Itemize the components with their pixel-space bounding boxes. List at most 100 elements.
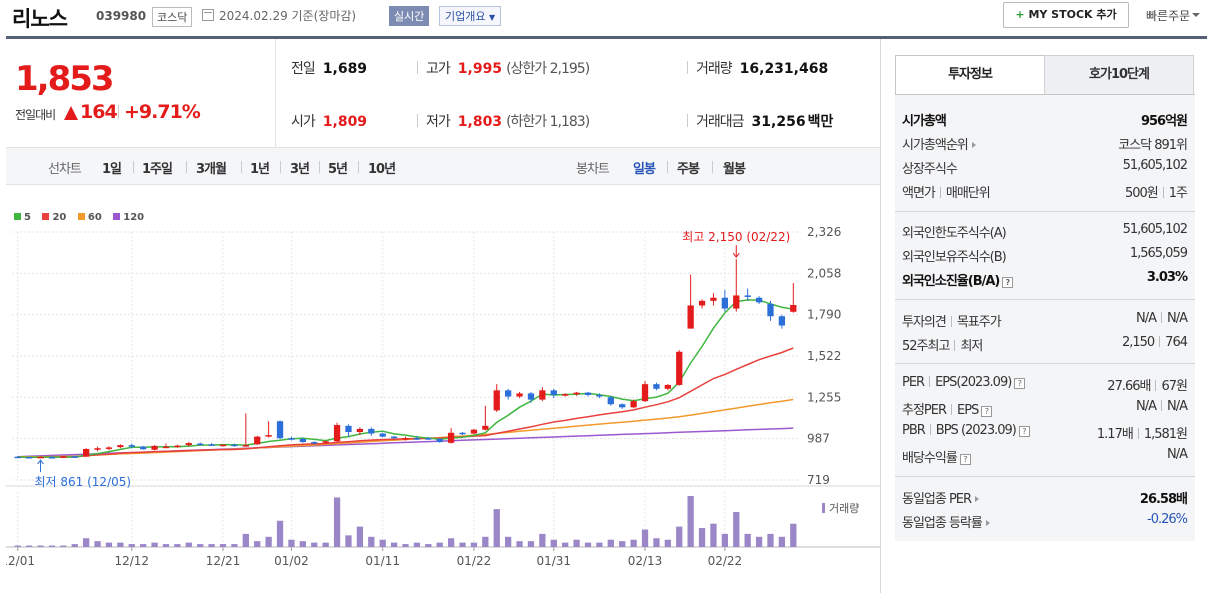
period-3y[interactable]: 3년 [290, 162, 310, 177]
candle-body [425, 438, 432, 440]
row-foreign-limit: 외국인한도주식수(A) 51,605,102 [902, 222, 1188, 241]
volume-bar [539, 533, 546, 547]
candle-body [48, 457, 56, 459]
help-icon[interactable]: ? [1018, 426, 1030, 437]
volume-bar [767, 533, 774, 547]
help-icon[interactable]: ? [981, 406, 993, 417]
period-10y[interactable]: 10년 [368, 162, 396, 177]
candle-body [698, 300, 706, 306]
period-1d[interactable]: 1일 [102, 162, 122, 177]
x-tick-label: 01/31 [536, 554, 571, 568]
volume-bar [653, 538, 660, 547]
candle-body [721, 297, 728, 309]
candle-body [242, 445, 249, 447]
price-stats: 전일 1,689 고가 1,995 (상한가 2,195) 거래량 16,231,468… [277, 39, 880, 147]
volume-bar [151, 542, 158, 547]
invest-info-panel: 투자정보 호가10단계 시가총액 956억원 시가총액순위 코스닥 891위 상장주… [880, 39, 1207, 593]
volume-bar [37, 545, 44, 547]
volume-bar [60, 545, 67, 547]
candle-body [641, 384, 649, 402]
candle-body [208, 444, 215, 446]
quick-order-dropdown[interactable]: 빠른주문 [1146, 9, 1201, 23]
volume-bar [197, 544, 204, 547]
candle-body [562, 394, 569, 396]
x-tick-label: 12/01 [6, 554, 35, 568]
candle-daily[interactable]: 일봉 [633, 162, 656, 177]
candle-body [345, 425, 352, 433]
realtime-button[interactable]: 실시간 [389, 6, 430, 26]
stat-open: 시가 1,809 [291, 114, 368, 130]
x-tick-label: 12/12 [114, 554, 149, 568]
help-icon[interactable]: ? [959, 454, 971, 465]
volume-bar [755, 536, 763, 547]
row-industry-per[interactable]: 동일업종 PER 26.58배 [902, 492, 1188, 507]
help-icon[interactable]: ? [1002, 277, 1014, 288]
x-tick-label: 01/02 [274, 554, 309, 568]
period-3m[interactable]: 3개월 [196, 162, 227, 177]
tab-orderbook[interactable]: 호가10단계 [1044, 55, 1194, 95]
help-icon[interactable]: ? [1014, 378, 1026, 389]
volume-bar [162, 544, 170, 547]
candle-weekly[interactable]: 주봉 [677, 162, 700, 177]
x-tick-label: 01/11 [365, 554, 400, 568]
row-div: 배당수익률? N/A [902, 447, 1188, 466]
volume-bar [333, 497, 341, 547]
volume-bar [265, 536, 272, 547]
volume-bar [208, 544, 215, 547]
row-industry-change[interactable]: 동일업종 등락률 -0.26% [902, 512, 1188, 531]
volume-bar [402, 544, 409, 547]
volume-bar [379, 539, 386, 547]
volume-bar [140, 544, 147, 547]
period-5y[interactable]: 5년 [328, 162, 348, 177]
candle-body [94, 448, 101, 450]
candle-body [197, 443, 204, 446]
candle-body [447, 432, 455, 443]
candle-body [219, 444, 227, 447]
company-overview-dropdown[interactable]: 기업개요 ▼ [439, 6, 502, 26]
volume-bar [778, 536, 786, 547]
volume-bar [390, 542, 398, 547]
volume-bar [413, 542, 421, 547]
volume-bar [185, 542, 192, 547]
candle-body [767, 303, 774, 317]
price-chart[interactable]: 5 20 60 120 2,326 2,058 1,790 1,522 1,255 987… [0, 190, 880, 593]
volume-bar [687, 496, 694, 547]
candle-body [185, 443, 192, 446]
my-stock-add-button[interactable]: + MY STOCK 추가 [1003, 2, 1129, 28]
row-mktcap: 시가총액 956억원 [902, 114, 1188, 129]
volume-bar [368, 536, 375, 547]
candle-body [140, 446, 147, 450]
candle-body [413, 438, 421, 440]
candle-monthly[interactable]: 월봉 [723, 162, 746, 177]
volume-bar [436, 542, 443, 547]
stat-low: 저가 1,803 (하한가 1,183) [417, 111, 590, 131]
candle-body [356, 428, 364, 433]
volume-bar [128, 544, 135, 547]
candle-body [276, 421, 284, 439]
x-tick-label: 12/21 [206, 554, 241, 568]
volume-bar [493, 509, 500, 547]
volume-bar [482, 536, 489, 547]
candle-body [539, 390, 546, 400]
x-tick-label: 02/22 [708, 554, 743, 568]
candle-body [322, 441, 329, 443]
period-1w[interactable]: 1주일 [142, 162, 173, 177]
volume-bar [71, 544, 78, 547]
current-price: 1,853 [15, 59, 115, 99]
ma-legend: 5 20 60 120 [14, 212, 152, 223]
row-rank[interactable]: 시가총액순위 코스닥 891위 [902, 138, 1188, 153]
volume-bar [744, 533, 751, 547]
candle-body [390, 436, 398, 439]
volume-bar [596, 542, 603, 547]
volume-bar [299, 541, 306, 547]
row-per: PER EPS(2023.09)? 27.66배 67원 [902, 375, 1188, 394]
tab-invest-info[interactable]: 투자정보 [895, 55, 1045, 95]
legend-ma20: 20 [42, 212, 66, 223]
period-1y[interactable]: 1년 [250, 162, 270, 177]
divider [118, 105, 119, 119]
volume-bar [733, 512, 740, 547]
ma60-line [17, 398, 794, 458]
y-tick-label: 1,790 [807, 308, 841, 322]
invest-info-table: 시가총액 956억원 시가총액순위 코스닥 891위 상장주식수 51,605,102… [895, 94, 1195, 541]
candle-body [25, 457, 33, 459]
